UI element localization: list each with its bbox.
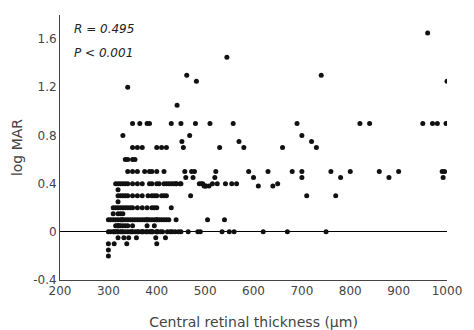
svg-text:1.6: 1.6 (38, 32, 57, 46)
svg-text:500: 500 (194, 284, 217, 298)
svg-text:Central retinal thickness (μm): Central retinal thickness (μm) (149, 314, 358, 330)
svg-text:600: 600 (242, 284, 265, 298)
svg-text:-0.4: -0.4 (33, 273, 56, 287)
svg-text:700: 700 (290, 284, 313, 298)
svg-text:0: 0 (49, 225, 57, 239)
svg-text:900: 900 (387, 284, 410, 298)
svg-text:log MAR: log MAR (9, 119, 25, 176)
svg-text:0.4: 0.4 (38, 177, 57, 191)
svg-text:300: 300 (97, 284, 120, 298)
svg-text:1.2: 1.2 (38, 80, 57, 94)
svg-text:1000: 1000 (432, 284, 463, 298)
svg-text:P < 0.001: P < 0.001 (74, 46, 133, 60)
svg-text:R = 0.495: R = 0.495 (74, 22, 134, 36)
svg-text:0.8: 0.8 (38, 129, 57, 143)
svg-text:800: 800 (339, 284, 362, 298)
svg-text:400: 400 (145, 284, 168, 298)
svg-text:200: 200 (49, 284, 72, 298)
